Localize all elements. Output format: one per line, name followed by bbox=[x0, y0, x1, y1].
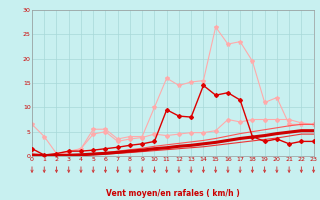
Text: Vent moyen/en rafales ( km/h ): Vent moyen/en rafales ( km/h ) bbox=[106, 189, 240, 198]
